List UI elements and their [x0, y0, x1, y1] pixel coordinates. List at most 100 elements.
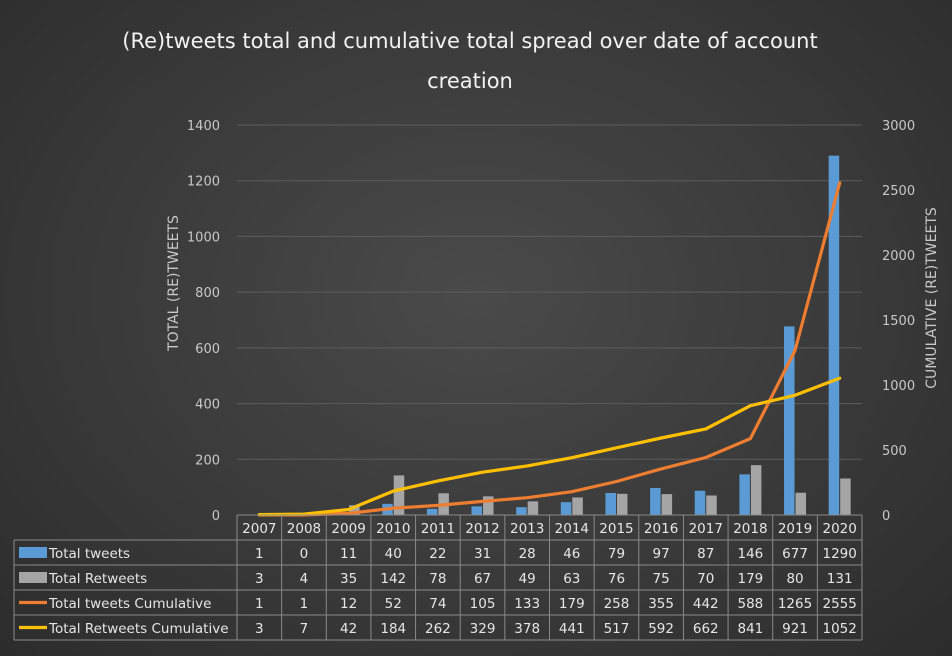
- legend-key-total-retweets: [19, 572, 47, 583]
- data-label: 31: [474, 546, 491, 562]
- x-tick-label: 2015: [599, 521, 633, 537]
- data-label: 40: [385, 546, 402, 562]
- data-label: 11: [340, 546, 357, 562]
- data-label: 76: [608, 571, 625, 587]
- data-label: 133: [514, 596, 540, 612]
- data-label: 46: [563, 546, 580, 562]
- y2-tick-label: 500: [882, 444, 907, 459]
- data-label: 87: [697, 546, 714, 562]
- data-label: 588: [738, 596, 764, 612]
- data-label: 1290: [822, 546, 856, 562]
- y2-tick-label: 3000: [882, 119, 915, 134]
- y-tick-label: 0: [212, 509, 220, 524]
- x-tick-label: 2011: [421, 521, 455, 537]
- x-tick-label: 2010: [376, 521, 410, 537]
- bar-total-tweets: Total tweets 2016: 97: [650, 487, 661, 515]
- data-label: 3: [255, 621, 264, 637]
- data-label: 35: [340, 571, 357, 587]
- data-label: 131: [827, 571, 853, 587]
- data-label: 1: [300, 596, 309, 612]
- data-label: 63: [563, 571, 580, 587]
- x-tick-label: 2014: [555, 521, 589, 537]
- bar-total-retweets: Total Retweets 2009: 35: [349, 505, 360, 515]
- data-label: 442: [693, 596, 719, 612]
- bar-total-retweets: Total Retweets 2013: 49: [527, 501, 539, 515]
- data-label: 258: [604, 596, 630, 612]
- y-tick-label: 1200: [187, 175, 220, 190]
- bar-total-retweets: Total Retweets 2018: 179: [750, 465, 762, 515]
- data-label: 52: [385, 596, 402, 612]
- bar-total-tweets: Total tweets 2013: 28: [516, 507, 527, 515]
- data-label: 142: [380, 571, 406, 587]
- data-label: 677: [782, 546, 808, 562]
- x-tick-label: 2018: [733, 521, 767, 537]
- data-label: 441: [559, 621, 585, 637]
- data-label: 921: [782, 621, 808, 637]
- data-label: 0: [300, 546, 309, 562]
- y2-axis-ticks: 0 500 1000 1500 2000 2500 3000: [882, 119, 915, 524]
- data-label: 184: [380, 621, 406, 637]
- data-label: 355: [648, 596, 674, 612]
- data-label: 105: [470, 596, 496, 612]
- data-label: 42: [340, 621, 357, 637]
- y-tick-label: 600: [195, 342, 220, 357]
- bar-total-tweets: Total tweets 2011: 22: [426, 508, 438, 515]
- data-label: 97: [653, 546, 670, 562]
- x-tick-label: 2009: [331, 521, 365, 537]
- bar-total-retweets: Total Retweets 2020: 131: [840, 478, 851, 515]
- data-label: 78: [429, 571, 446, 587]
- y-axis-ticks: 0 200 400 600 800 1000 1200 1400: [187, 119, 220, 524]
- bar-total-tweets: Total tweets 2015: 79: [605, 492, 616, 515]
- data-label: 1: [255, 546, 264, 562]
- data-label: 80: [786, 571, 803, 587]
- legend-label-total-retweets-cumulative: Total Retweets Cumulative: [48, 621, 229, 637]
- data-label: 67: [474, 571, 491, 587]
- y-tick-label: 200: [195, 453, 220, 468]
- data-label: 79: [608, 546, 625, 562]
- y2-tick-label: 2000: [882, 249, 915, 264]
- y-tick-label: 800: [195, 286, 220, 301]
- x-tick-label: 2019: [778, 521, 812, 537]
- bar-total-retweets: Total Retweets 2017: 70: [706, 495, 717, 515]
- data-label: 1265: [778, 596, 812, 612]
- chart-title-line-1: (Re)tweets total and cumulative total sp…: [122, 29, 817, 53]
- bar-total-tweets: Total tweets 2019: 677: [784, 326, 795, 515]
- bar-total-retweets: Total Retweets 2010: 142: [393, 475, 405, 515]
- y-axis-title: TOTAL (RE)TWEETS: [166, 215, 182, 352]
- line-total-tweets-cumulative: [257, 181, 842, 517]
- bar-total-retweets: Total Retweets 2015: 76: [616, 493, 628, 515]
- data-label: 1052: [822, 621, 856, 637]
- data-label: 262: [425, 621, 451, 637]
- legend-key-total-tweets: [19, 547, 47, 558]
- data-label: 592: [648, 621, 674, 637]
- legend-label-total-tweets: Total tweets: [48, 546, 130, 562]
- data-label: 1: [255, 596, 264, 612]
- data-label: 28: [519, 546, 536, 562]
- y-tick-label: 400: [195, 398, 220, 413]
- y2-tick-label: 1000: [882, 379, 915, 394]
- bar-total-tweets: Total tweets 2014: 46: [560, 502, 572, 515]
- bar-total-retweets: Total Retweets 2019: 80: [795, 492, 807, 515]
- x-tick-label: 2012: [465, 521, 499, 537]
- bar-total-tweets: Total tweets 2017: 87: [694, 490, 706, 515]
- data-label: 75: [653, 571, 670, 587]
- data-label: 2555: [822, 596, 856, 612]
- chart-title-line-2: creation: [427, 69, 513, 93]
- data-label: 49: [519, 571, 536, 587]
- data-label: 662: [693, 621, 719, 637]
- data-label: 3: [255, 571, 264, 587]
- data-label: 70: [697, 571, 714, 587]
- data-label: 841: [738, 621, 764, 637]
- x-tick-label: 2013: [510, 521, 544, 537]
- data-table: 2007 2008 2009 2010 2011 2012 2013 2014 2015 2016…: [13, 514, 863, 641]
- x-tick-label: 2017: [689, 521, 723, 537]
- data-label: 74: [429, 596, 446, 612]
- y2-tick-label: 0: [882, 509, 890, 524]
- y-tick-label: 1400: [187, 119, 220, 134]
- y2-axis-title: CUMULATIVE (RE)TWEETS: [924, 207, 940, 389]
- x-tick-label: 2016: [644, 521, 678, 537]
- y2-tick-label: 2500: [882, 184, 915, 199]
- x-tick-label: 2020: [822, 521, 856, 537]
- data-label: 4: [300, 571, 309, 587]
